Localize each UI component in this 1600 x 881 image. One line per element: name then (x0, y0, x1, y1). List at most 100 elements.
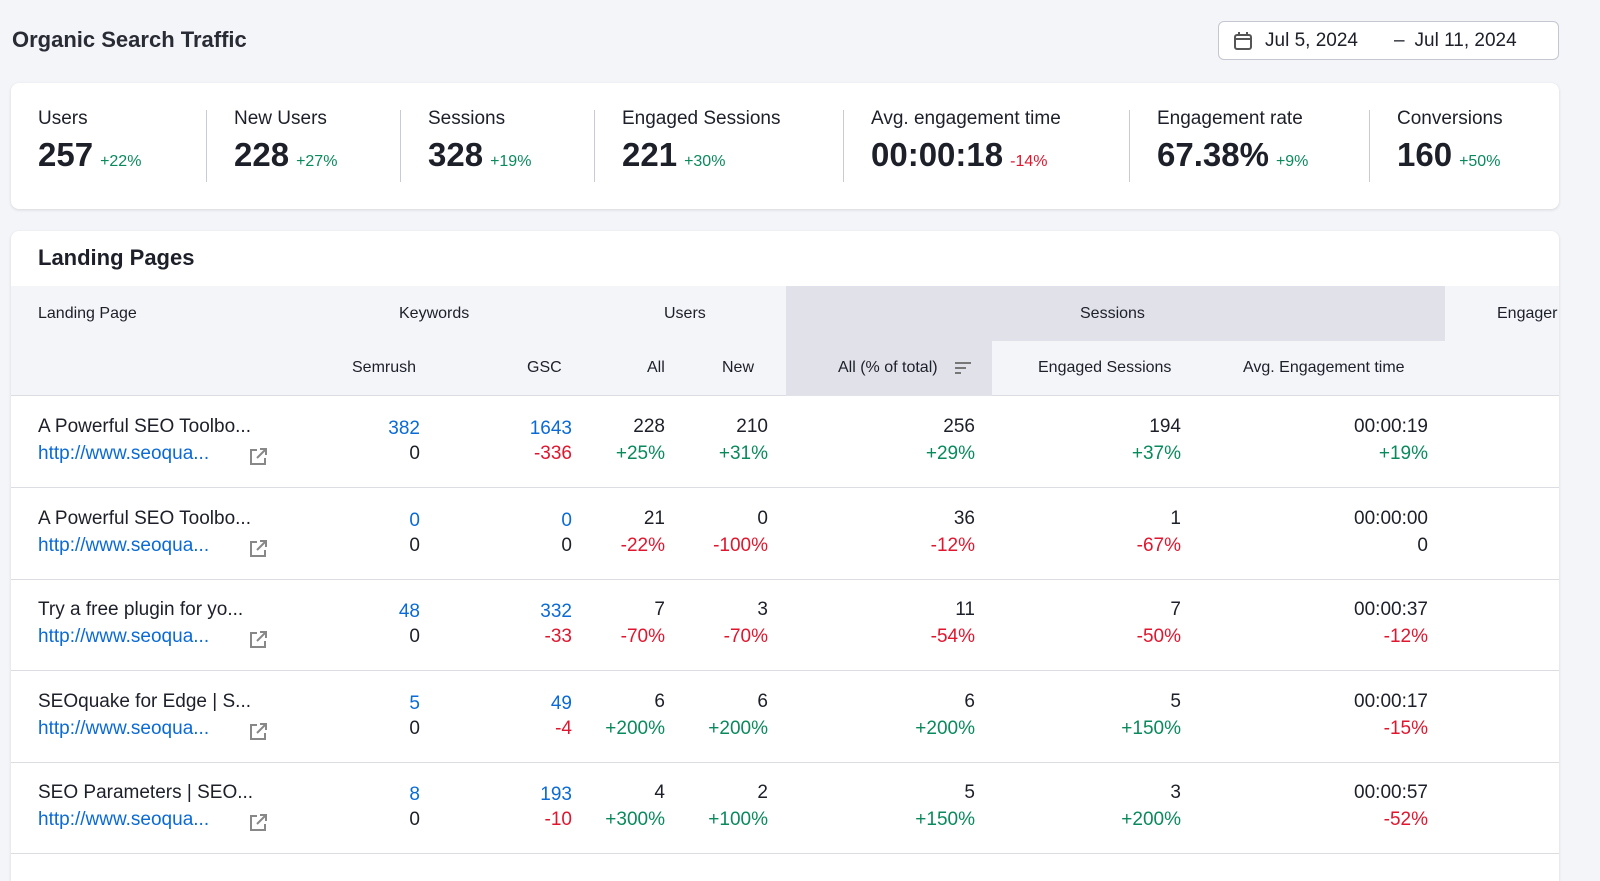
kpi-new-users: New Users 228 +27% (206, 108, 400, 182)
users-value: 21 (643, 507, 665, 529)
sess-delta: +150% (915, 809, 975, 830)
time-delta: +19% (1378, 443, 1428, 464)
col-users-new[interactable]: New (722, 359, 755, 376)
col-landing-page[interactable]: Landing Page (38, 305, 137, 322)
sort-icon[interactable] (955, 361, 971, 380)
gsc-value[interactable]: 193 (540, 784, 572, 805)
semrush-value[interactable]: 382 (388, 418, 420, 439)
time-value: 00:00:19 (1354, 416, 1428, 437)
kpi-label: Users (38, 108, 88, 129)
col-group-users: Users (664, 305, 706, 322)
users-value: 6 (654, 690, 665, 712)
page-title: Organic Search Traffic (12, 27, 247, 52)
page-url-link[interactable]: http://www.seoqua... (38, 626, 210, 647)
eng-value: 7 (1170, 599, 1181, 620)
sess-delta: +29% (925, 443, 975, 464)
kpi-label: New Users (234, 108, 327, 129)
gsc-value[interactable]: 49 (550, 692, 572, 714)
table-row[interactable]: SEOquake for Edge | S... http://www.seoq… (11, 672, 1559, 763)
eng-delta: -67% (1136, 534, 1181, 556)
table-row[interactable]: A Powerful SEO Toolbo... http://www.seoq… (11, 397, 1559, 488)
landing-pages-card: Landing Pages Landing Page Keywords User… (11, 231, 1559, 881)
external-link-icon[interactable] (248, 630, 268, 656)
kpi-users: Users 257 +22% (11, 108, 206, 182)
external-link-icon[interactable] (248, 447, 268, 473)
col-sessions-all[interactable]: All (% of total) (838, 359, 938, 376)
sess-delta: -54% (930, 626, 975, 647)
page-url-link[interactable]: http://www.seoqua... (38, 534, 210, 556)
semrush-delta: 0 (409, 534, 420, 556)
new-value: 2 (757, 782, 768, 803)
eng-value: 3 (1170, 782, 1181, 803)
col-gsc[interactable]: GSC (527, 359, 562, 376)
gsc-value[interactable]: 332 (540, 601, 572, 622)
kpi-delta: +9% (1275, 153, 1309, 170)
col-semrush[interactable]: Semrush (352, 359, 417, 376)
kpi-value: 221 (622, 136, 678, 173)
page-url-link[interactable]: http://www.seoqua... (38, 717, 210, 739)
col-avg-engagement-time[interactable]: Avg. Engagement time (1243, 359, 1405, 376)
table-row[interactable]: A Powerful SEO Toolbo... http://www.seoq… (11, 489, 1559, 580)
kpi-value: 67.38% (1157, 136, 1269, 173)
time-delta: -12% (1383, 626, 1428, 647)
gsc-delta: -33 (544, 626, 572, 647)
kpi-delta: +19% (490, 153, 532, 170)
time-delta: -15% (1383, 717, 1428, 739)
users-value: 4 (654, 782, 665, 803)
external-link-icon[interactable] (248, 539, 268, 565)
kpi-avg-engagement-time: Avg. engagement time 00:00:18 -14% (843, 108, 1129, 182)
date-range-picker[interactable]: Jul 5, 2024 – Jul 11, 2024 (1218, 21, 1559, 60)
semrush-value[interactable]: 0 (409, 509, 420, 531)
gsc-delta: -336 (533, 443, 572, 464)
landing-pages-title: Landing Pages (38, 245, 195, 270)
external-link-icon[interactable] (248, 722, 268, 748)
semrush-value[interactable]: 8 (409, 784, 420, 805)
col-users-all[interactable]: All (647, 359, 665, 376)
kpi-engaged-sessions: Engaged Sessions 221 +30% (594, 108, 843, 182)
eng-delta: +200% (1121, 809, 1181, 830)
kpi-label: Engagement rate (1157, 108, 1303, 129)
new-value: 3 (757, 599, 768, 620)
time-delta: 0 (1417, 534, 1428, 556)
col-engaged-sessions[interactable]: Engaged Sessions (1038, 359, 1172, 376)
new-delta: -70% (723, 626, 768, 647)
kpi-value: 228 (234, 136, 290, 173)
kpi-delta: +22% (100, 153, 142, 170)
users-value: 7 (654, 599, 665, 620)
date-start: Jul 5, 2024 (1265, 29, 1358, 51)
semrush-value[interactable]: 48 (398, 601, 420, 622)
kpi-engagement-rate: Engagement rate 67.38% +9% (1129, 108, 1369, 182)
eng-value: 5 (1170, 690, 1181, 712)
kpi-label: Conversions (1397, 108, 1503, 129)
date-end: Jul 11, 2024 (1414, 29, 1517, 51)
eng-delta: +37% (1131, 443, 1181, 464)
gsc-delta: -10 (544, 809, 572, 830)
eng-delta: +150% (1121, 717, 1181, 739)
eng-value: 1 (1170, 507, 1181, 529)
semrush-value[interactable]: 5 (409, 692, 420, 714)
users-delta: +25% (615, 443, 665, 464)
kpi-sessions: Sessions 328 +19% (400, 108, 594, 182)
kpi-conversions: Conversions 160 +50% (1369, 108, 1559, 182)
semrush-delta: 0 (409, 809, 420, 830)
eng-value: 194 (1149, 416, 1181, 437)
page-url-link[interactable]: http://www.seoqua... (38, 443, 210, 464)
gsc-delta: 0 (561, 534, 572, 556)
eng-delta: -50% (1136, 626, 1181, 647)
gsc-value[interactable]: 1643 (529, 418, 572, 439)
col-group-sessions: Sessions (1080, 305, 1145, 322)
page-title-cell: SEO Parameters | SEO... (38, 782, 254, 803)
table-row[interactable]: Try a free plugin for yo... http://www.s… (11, 580, 1559, 671)
sess-value: 11 (955, 599, 975, 620)
time-value: 00:00:17 (1354, 690, 1428, 712)
time-value: 00:00:37 (1354, 599, 1428, 620)
kpi-delta: -14% (1010, 153, 1048, 170)
page-url-link[interactable]: http://www.seoqua... (38, 809, 210, 830)
external-link-icon[interactable] (248, 813, 268, 839)
gsc-value[interactable]: 0 (561, 509, 572, 531)
kpi-delta: +50% (1459, 153, 1501, 170)
page-title-cell: A Powerful SEO Toolbo... (38, 416, 251, 437)
table-row[interactable]: SEO Parameters | SEO... http://www.seoqu… (11, 763, 1559, 854)
new-value: 0 (757, 507, 768, 529)
kpi-label: Avg. engagement time (871, 108, 1061, 129)
